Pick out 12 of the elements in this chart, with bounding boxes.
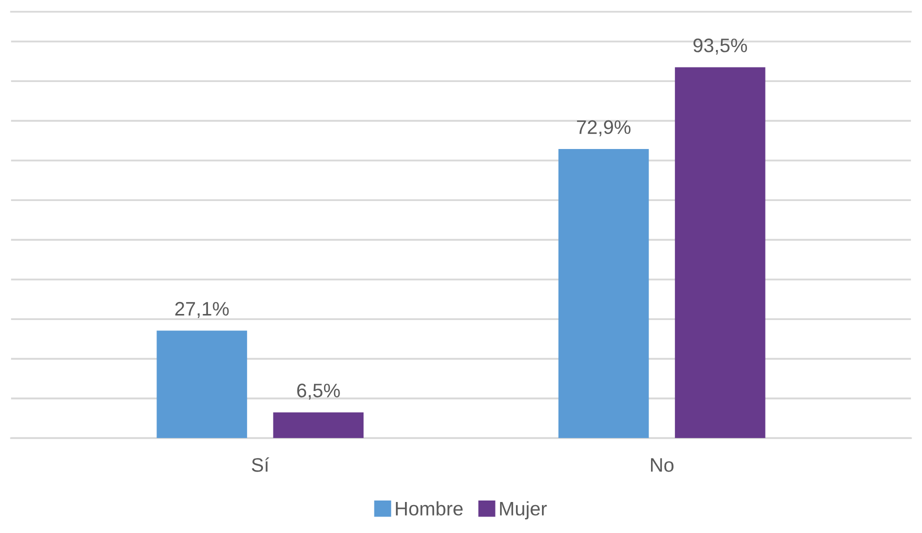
- data-label: 93,5%: [693, 38, 747, 55]
- bar: [558, 148, 649, 438]
- x-tick-label: Sí: [252, 457, 270, 472]
- data-label: 27,1%: [175, 302, 229, 318]
- data-label: 72,9%: [577, 120, 630, 136]
- legend-label: Mujer: [500, 501, 547, 520]
- bar: [156, 330, 248, 438]
- x-tick-label: No: [651, 458, 674, 472]
- bar: [674, 67, 766, 438]
- data-label: 6,5%: [297, 384, 340, 400]
- bar: [273, 412, 364, 438]
- legend-label: Hombre: [396, 501, 463, 516]
